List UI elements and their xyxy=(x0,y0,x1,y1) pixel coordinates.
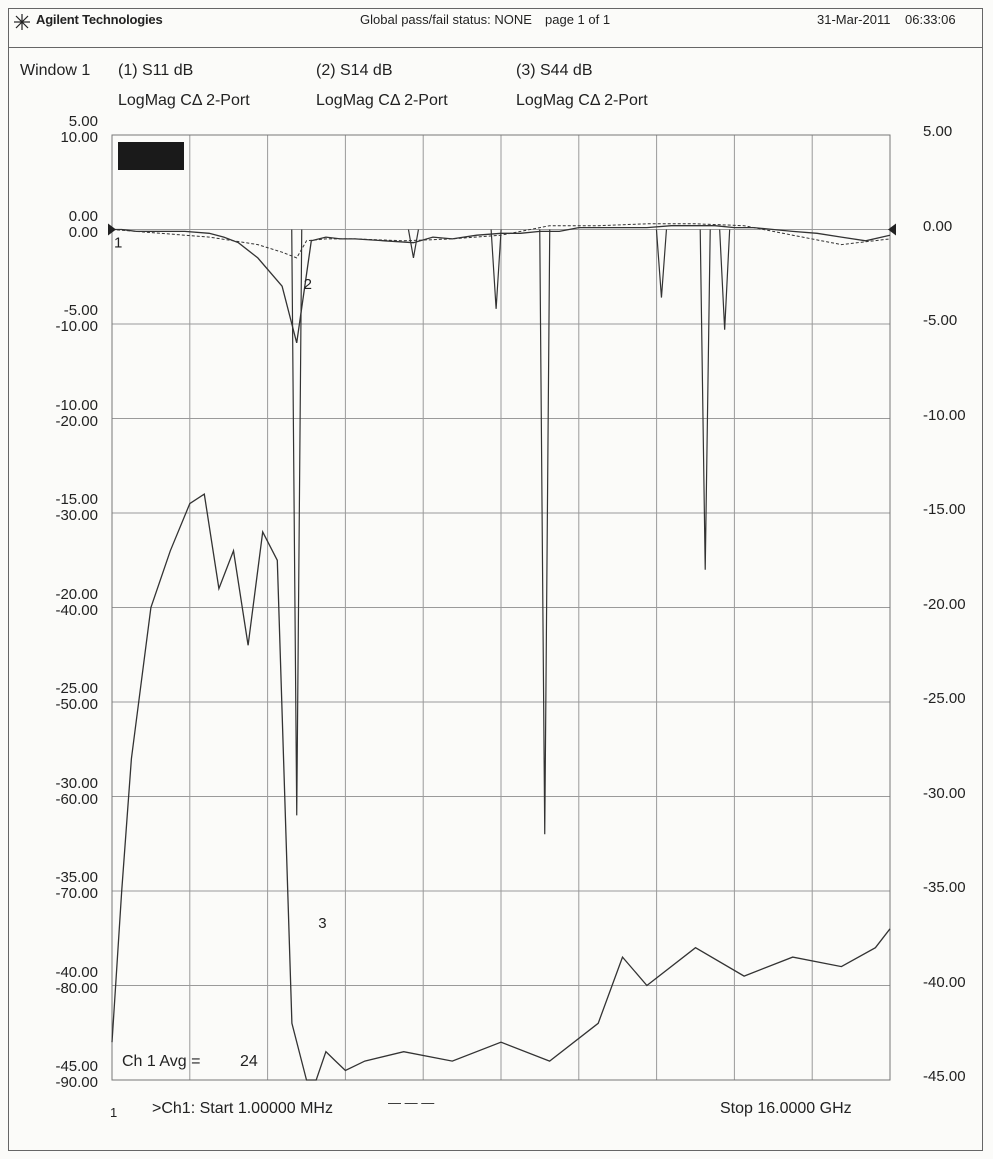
trace-3-format: LogMag CΔ 2-Port xyxy=(516,92,648,109)
y-tick-label-right: -45.00 xyxy=(923,1068,966,1085)
trace-2-format: LogMag CΔ 2-Port xyxy=(316,92,448,109)
y-tick-label-right: -25.00 xyxy=(923,690,966,707)
brand-name: Agilent Technologies xyxy=(36,12,163,27)
y-tick-label-a: -35.00 xyxy=(55,869,98,886)
notch-dip xyxy=(719,229,731,330)
reference-arrow-right xyxy=(888,223,896,236)
header-bar xyxy=(8,8,983,48)
avg-label: Ch 1 Avg = xyxy=(122,1053,201,1070)
window-label: Window 1 xyxy=(20,62,91,79)
y-tick-label-a: -10.00 xyxy=(55,396,98,414)
y-tick-label-a: -40.00 xyxy=(55,963,98,981)
y-tick-label-b: -70.00 xyxy=(55,885,98,902)
trace-line-1 xyxy=(112,225,891,344)
y-tick-label-a: 5.00 xyxy=(68,113,98,130)
trace-1-id: (1) S11 dB xyxy=(118,62,194,79)
y-tick-label-right: -35.00 xyxy=(923,879,966,896)
notch-dip xyxy=(539,229,551,835)
y-tick-label-a: -15.00 xyxy=(55,491,98,508)
trace-line-3 xyxy=(111,223,891,259)
reference-arrow-left xyxy=(108,223,116,236)
y-tick-label-b: -10.00 xyxy=(55,318,98,335)
agilent-spark-icon xyxy=(14,14,30,30)
y-tick-label-a: -45.00 xyxy=(55,1058,98,1075)
avg-value: 24 xyxy=(240,1053,258,1070)
notch-dip xyxy=(655,229,668,298)
y-tick-label-b: -80.00 xyxy=(55,979,98,997)
axis-marker-label: 1 xyxy=(110,1105,118,1120)
y-tick-label-b: -40.00 xyxy=(55,601,98,619)
marker-label: 3 xyxy=(318,915,326,932)
active-entry-box xyxy=(118,142,184,170)
y-tick-label-right: -30.00 xyxy=(923,784,966,802)
print-time: 06:33:06 xyxy=(905,12,956,27)
y-tick-label-right: -10.00 xyxy=(923,406,966,424)
marker-label: 1 xyxy=(114,235,122,252)
y-tick-label-b: -90.00 xyxy=(55,1074,98,1091)
pass-fail-status: Global pass/fail status: NONE xyxy=(360,12,532,27)
trace-line-2 xyxy=(111,493,891,1081)
notch-dip xyxy=(490,229,502,309)
y-tick-label-b: 10.00 xyxy=(60,129,98,146)
notch-dip xyxy=(407,229,420,258)
notch-dip xyxy=(291,229,303,816)
page-indicator: page 1 of 1 xyxy=(545,12,611,27)
notch-dip xyxy=(699,229,711,570)
y-tick-label-right: 0.00 xyxy=(923,217,953,235)
traces xyxy=(111,223,891,1081)
y-tick-label-a: -25.00 xyxy=(55,680,98,697)
y-tick-label-b: -30.00 xyxy=(55,507,98,524)
y-tick-label-b: 0.00 xyxy=(68,223,98,241)
stop-frequency: Stop 16.0000 GHz xyxy=(720,1100,852,1117)
y-tick-label-right: -5.00 xyxy=(923,312,958,329)
print-date: 31-Mar-2011 xyxy=(817,12,891,27)
start-dashes: — — — xyxy=(388,1095,435,1110)
grid xyxy=(111,134,891,1081)
start-frequency: >Ch1: Start 1.00000 MHz xyxy=(152,1100,333,1117)
trace-2-id: (2) S14 dB xyxy=(316,62,393,79)
y-tick-label-b: -20.00 xyxy=(55,412,98,430)
y-tick-label-a: -20.00 xyxy=(55,585,98,603)
trace-1-format: LogMag CΔ 2-Port xyxy=(118,92,250,109)
y-tick-label-right: -20.00 xyxy=(923,595,966,613)
y-tick-label-a: 0.00 xyxy=(68,207,98,225)
markers: 1 2 3 xyxy=(108,223,896,932)
y-tick-label-right: -15.00 xyxy=(923,501,966,518)
y-tick-label-right: 5.00 xyxy=(923,123,953,140)
y-tick-label-a: -5.00 xyxy=(63,302,98,319)
y-tick-label-b: -60.00 xyxy=(55,790,98,808)
y-tick-label-a: -30.00 xyxy=(55,774,98,792)
y-tick-label-b: -50.00 xyxy=(55,696,98,713)
plot-border xyxy=(111,134,891,1081)
printout-frame xyxy=(8,8,983,1151)
y-tick-label-right: -40.00 xyxy=(923,973,966,991)
marker-label: 2 xyxy=(304,276,312,293)
trace-3-id: (3) S44 dB xyxy=(516,62,593,79)
